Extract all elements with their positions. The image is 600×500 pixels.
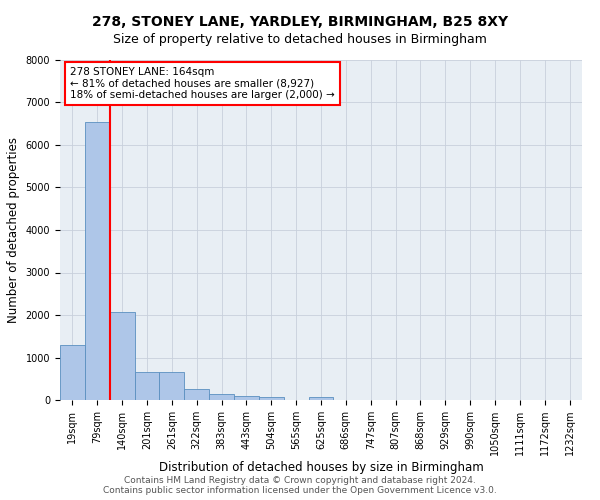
Text: Contains HM Land Registry data © Crown copyright and database right 2024.
Contai: Contains HM Land Registry data © Crown c…: [103, 476, 497, 495]
Bar: [308, 397, 334, 400]
Bar: [85, 122, 110, 400]
Bar: [209, 394, 234, 400]
Bar: [110, 312, 134, 400]
Bar: [234, 396, 259, 400]
Bar: [134, 372, 160, 400]
Text: 278 STONEY LANE: 164sqm
← 81% of detached houses are smaller (8,927)
18% of semi: 278 STONEY LANE: 164sqm ← 81% of detache…: [70, 67, 335, 100]
Bar: [259, 397, 284, 400]
Bar: [160, 372, 184, 400]
Y-axis label: Number of detached properties: Number of detached properties: [7, 137, 20, 323]
Bar: [60, 345, 85, 400]
Bar: [184, 390, 209, 400]
X-axis label: Distribution of detached houses by size in Birmingham: Distribution of detached houses by size …: [158, 461, 484, 474]
Text: Size of property relative to detached houses in Birmingham: Size of property relative to detached ho…: [113, 32, 487, 46]
Text: 278, STONEY LANE, YARDLEY, BIRMINGHAM, B25 8XY: 278, STONEY LANE, YARDLEY, BIRMINGHAM, B…: [92, 15, 508, 29]
